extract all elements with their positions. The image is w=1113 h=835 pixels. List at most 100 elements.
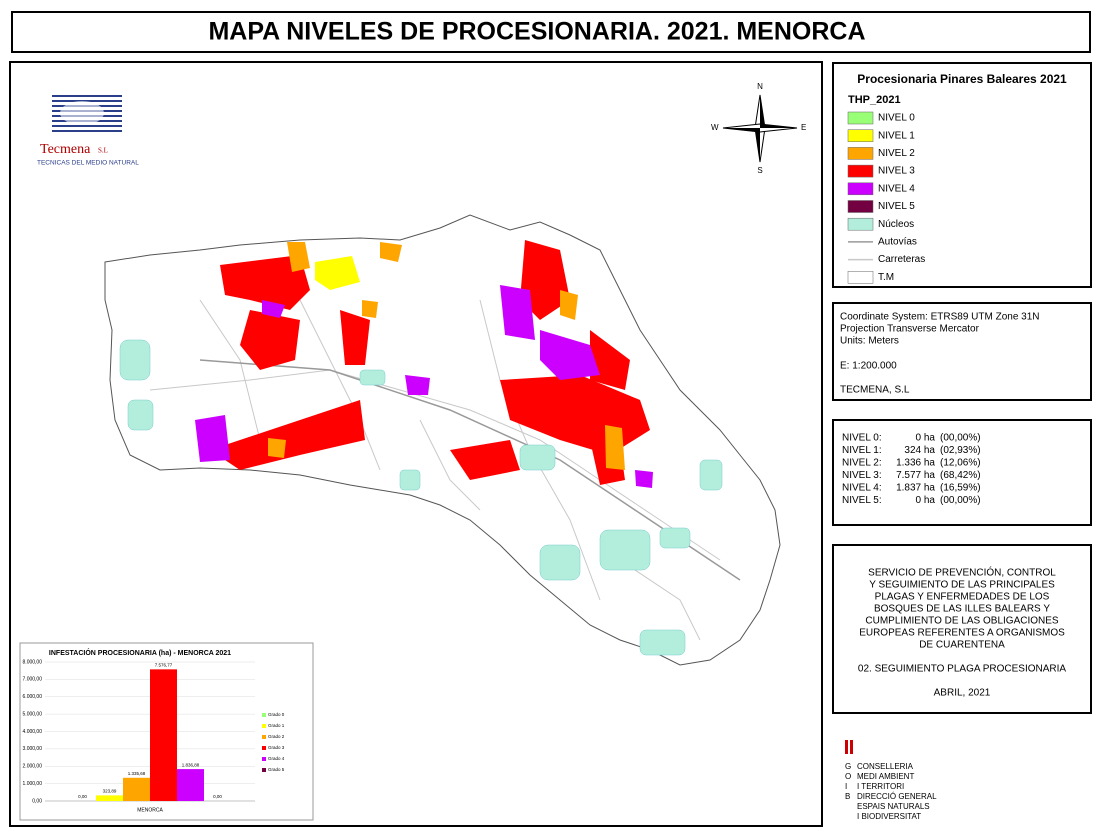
logo-name: Tecmena: [40, 142, 91, 157]
legend-label: Núcleos: [878, 219, 914, 230]
legend-swatch: [847, 182, 874, 196]
title-box: [11, 11, 1091, 53]
legend-swatch: [847, 111, 874, 125]
island-map: [104, 214, 781, 666]
legend-swatch: [262, 746, 266, 750]
stats-level: NIVEL 4:: [842, 483, 882, 494]
page-title: MAPA NIVELES DE PROCESIONARIA. 2021. MEN…: [208, 18, 865, 46]
legend-label: Carreteras: [878, 254, 925, 265]
legend-swatch: [847, 217, 874, 231]
stats-level: NIVEL 3:: [842, 470, 882, 481]
legend-swatch: [262, 768, 266, 772]
compass-w: W: [711, 123, 719, 132]
stats-level: NIVEL 5:: [842, 495, 882, 506]
y-tick-label: 7.000,00: [23, 677, 43, 683]
projection-line: Units: Meters: [840, 336, 899, 347]
service-box: [832, 544, 1092, 714]
govern-line: MEDI AMBIENT: [857, 772, 914, 781]
projection-text: Coordinate System: ETRS89 UTM Zone 31NPr…: [840, 312, 1040, 396]
inset-chart: 0,00 1.000,00 2.000,00 3.000,00 4.000,00 5.00…: [23, 659, 285, 813]
legend-swatch: [847, 200, 874, 213]
y-tick-label: 8.000,00: [23, 659, 43, 665]
compass-e: E: [801, 123, 806, 132]
inset-chart-title: INFESTACIÓN PROCESIONARIA (ha) - MENORCA…: [49, 648, 231, 657]
value-label: 0,00: [78, 794, 87, 799]
stats-percent: (00,00%): [940, 433, 981, 444]
service-date: ABRIL, 2021: [934, 688, 991, 699]
service-line: CUMPLIMIENTO DE LAS OBLIGACIONES: [865, 616, 1059, 627]
govern-line: I TERRITORI: [857, 782, 904, 791]
stats-area: 0 ha: [916, 495, 936, 506]
compass: N S E W: [711, 82, 806, 175]
stats-level: NIVEL 0:: [842, 433, 882, 444]
stats-percent: (02,93%): [940, 445, 981, 456]
legend-items: NIVEL 0 NIVEL 1 NIVEL 2 NIVEL 3 NIVEL 4 NIVEL…: [847, 111, 925, 284]
legend-swatch: [262, 757, 266, 761]
service-line: Y SEGUIMIENTO DE LAS PRINCIPALES: [869, 580, 1055, 591]
legend-label: NIVEL 3: [878, 166, 915, 177]
stats-area: 7.577 ha: [896, 470, 935, 481]
y-tick-label: 6.000,00: [23, 694, 43, 700]
logo-suffix: S.L: [98, 147, 108, 155]
legend-label: NIVEL 2: [878, 148, 915, 159]
legend-label: Grado 4: [268, 756, 285, 761]
legend-label: NIVEL 0: [878, 113, 915, 124]
y-tick-label: 1.000,00: [23, 781, 43, 787]
bar: [123, 777, 150, 801]
legend-label: Grado 5: [268, 767, 285, 772]
legend-swatch: [847, 271, 874, 284]
service-line: BOSQUES DE LAS ILLES BALEARS Y: [874, 604, 1050, 615]
legend-label: Grado 0: [268, 712, 285, 717]
govern-letter: G: [845, 762, 851, 771]
value-label: 0,00: [213, 794, 222, 799]
service-line: EUROPEAS REFERENTES A ORGANISMOS: [859, 628, 1065, 639]
projection-line: TECMENA, S.L: [840, 385, 910, 396]
value-label: 323,89: [103, 789, 117, 794]
projection-line: Projection Transverse Mercator: [840, 324, 980, 335]
legend-swatch: [847, 147, 874, 160]
legend-label: Autovías: [878, 237, 917, 248]
value-label: 1.335,68: [128, 771, 146, 776]
stats-area: 1.837 ha: [896, 483, 935, 494]
legend-label: NIVEL 4: [878, 183, 915, 194]
legend-box: [832, 62, 1092, 288]
stats-level: NIVEL 2:: [842, 458, 882, 469]
stats-area: 1.336 ha: [896, 458, 935, 469]
x-tick-label: MENORCA: [137, 807, 163, 813]
legend-label: NIVEL 1: [878, 130, 915, 141]
projection-line: Coordinate System: ETRS89 UTM Zone 31N: [840, 312, 1040, 323]
value-label: 7.576,77: [155, 663, 173, 668]
y-tick-label: 0,00: [32, 798, 42, 804]
govern-letter: B: [845, 792, 850, 801]
legend-title: Procesionaria Pinares Baleares 2021: [857, 72, 1067, 86]
govern-letter: I: [845, 782, 847, 791]
bar: [177, 769, 204, 801]
legend-swatch: [262, 735, 266, 739]
bar: [96, 795, 123, 801]
service-subtitle: 02. SEGUIMIENTO PLAGA PROCESIONARIA: [858, 664, 1067, 675]
service-line: SERVICIO DE PREVENCIÓN, CONTROL: [868, 566, 1056, 579]
legend-swatch: [262, 713, 266, 717]
stats-percent: (68,42%): [940, 470, 981, 481]
service-line: DE CUARENTENA: [919, 640, 1005, 651]
tecmena-logo: Tecmena S.L TECNICAS DEL MEDIO NATURAL: [37, 95, 139, 167]
stats-percent: (12,06%): [940, 458, 981, 469]
govern-line: DIRECCIÓ GENERAL: [857, 792, 937, 801]
govern-line: ESPAIS NATURALS: [857, 802, 930, 811]
projection-line: E: 1:200.000: [840, 361, 897, 372]
bar: [150, 669, 177, 801]
legend-label: T.M: [878, 272, 894, 283]
compass-s: S: [757, 166, 762, 175]
y-tick-label: 3.000,00: [23, 746, 43, 752]
stats-area: 324 ha: [904, 445, 935, 456]
stats-box: [832, 419, 1092, 526]
legend-swatch: [262, 724, 266, 728]
stats-level: NIVEL 1:: [842, 445, 882, 456]
legend-swatch: [847, 164, 874, 178]
value-label: 1.836,88: [182, 762, 200, 767]
logo-subtitle: TECNICAS DEL MEDIO NATURAL: [37, 160, 139, 167]
y-tick-label: 2.000,00: [23, 764, 43, 770]
